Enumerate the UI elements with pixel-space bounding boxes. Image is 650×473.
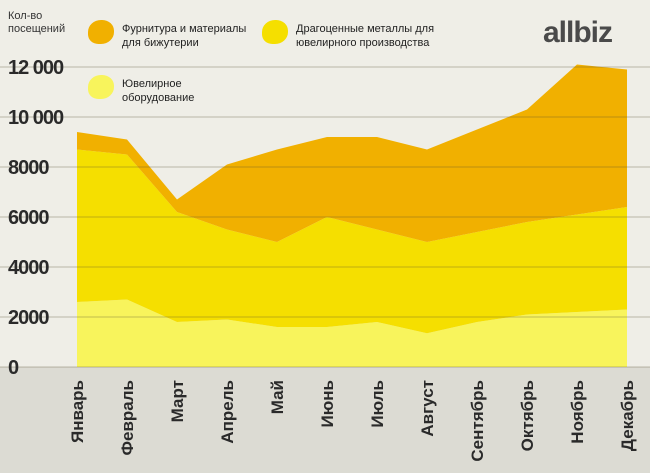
legend-swatch [88,75,114,99]
y-axis-title: Кол-во посещений [8,10,66,35]
x-tick-label: Август [418,380,437,437]
area [77,149,627,334]
y-tick-label: 0 [8,357,19,379]
legend-swatch [88,20,114,44]
x-tick-label: Декабрь [618,380,637,451]
y-tick-label: 8000 [8,157,49,179]
area [77,64,627,242]
x-tick-label: Июль [368,380,387,428]
legend-swatch [262,20,288,44]
y-tick-label: 4000 [8,257,49,279]
y-tick-label: 10 000 [8,107,64,129]
x-tick-label: Январь [68,380,87,443]
legend-label: Ювелирное оборудование [122,78,195,104]
legend-label: Фурнитура и материалы для бижутерии [122,23,247,49]
x-tick-label: Февраль [118,380,137,456]
x-tick-label: Октябрь [518,380,537,451]
area [77,299,627,367]
y-tick-label: 2000 [8,307,49,329]
x-tick-label: Ноябрь [568,380,587,444]
y-tick-label: 6000 [8,207,49,229]
x-axis-band [0,367,650,473]
x-tick-label: Март [168,380,187,422]
x-tick-label: Сентябрь [468,380,487,462]
x-tick-label: Апрель [218,380,237,444]
x-tick-label: Июнь [318,380,337,427]
logo: allbiz [543,16,613,49]
x-tick-label: Май [268,380,287,414]
legend-label: Драгоценные металлы для ювелирного произ… [296,23,435,49]
y-tick-label: 12 000 [8,57,64,79]
